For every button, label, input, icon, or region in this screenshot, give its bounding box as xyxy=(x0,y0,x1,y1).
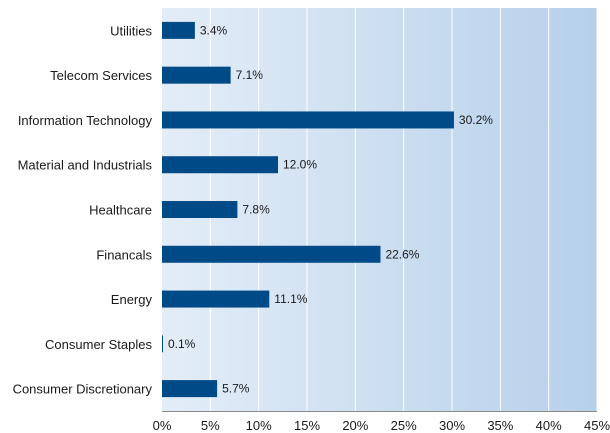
x-tick-label: 45% xyxy=(584,418,610,433)
bar xyxy=(162,380,218,398)
bar-value-label: 30.2% xyxy=(459,113,493,127)
bars xyxy=(162,21,454,398)
bar-value-label: 11.1% xyxy=(274,292,307,306)
category-label: Energy xyxy=(111,292,153,307)
x-tick-label: 40% xyxy=(536,418,562,433)
category-label: Consumer Discretionary xyxy=(13,382,153,397)
bar xyxy=(162,335,163,353)
bar xyxy=(162,111,454,129)
bar xyxy=(162,66,231,84)
x-tick-label: 35% xyxy=(487,418,513,433)
x-tick-label: 25% xyxy=(391,418,417,433)
x-tick-label: 20% xyxy=(342,418,368,433)
category-label: Utilities xyxy=(110,23,152,38)
category-label: Consumer Staples xyxy=(45,337,152,352)
category-labels: Utilities Telecom Services Information Tec… xyxy=(13,23,153,396)
bar xyxy=(162,245,381,263)
bar-value-label: 7.1% xyxy=(236,68,264,82)
value-labels: 3.4% 7.1% 30.2% 12.0% 7.8% 22.6% 11.1% 0.1% 5.7% xyxy=(168,23,493,395)
x-tick-label: 10% xyxy=(246,418,272,433)
bar xyxy=(162,156,278,174)
bar-value-label: 0.1% xyxy=(168,337,196,351)
category-label: Information Technology xyxy=(18,113,153,128)
bar-value-label: 7.8% xyxy=(242,203,270,217)
x-tick-label: 15% xyxy=(294,418,320,433)
category-label: Healthcare xyxy=(89,203,152,218)
x-tick-label: 5% xyxy=(201,418,220,433)
x-tick-label: 30% xyxy=(439,418,465,433)
x-tick-label: 0% xyxy=(153,418,172,433)
category-label: Telecom Services xyxy=(50,68,152,83)
bar-value-label: 22.6% xyxy=(385,247,419,261)
bar xyxy=(162,290,270,308)
bar-value-label: 12.0% xyxy=(283,158,317,172)
x-tick-labels: 0% 5% 10% 15% 20% 25% 30% 35% 40% 45% xyxy=(153,418,610,433)
bar xyxy=(162,201,238,218)
category-label: Financals xyxy=(96,247,152,262)
bar xyxy=(162,21,195,39)
category-label: Material and Industrials xyxy=(18,158,153,173)
bar-value-label: 3.4% xyxy=(200,23,228,37)
bar-value-label: 5.7% xyxy=(222,382,250,396)
